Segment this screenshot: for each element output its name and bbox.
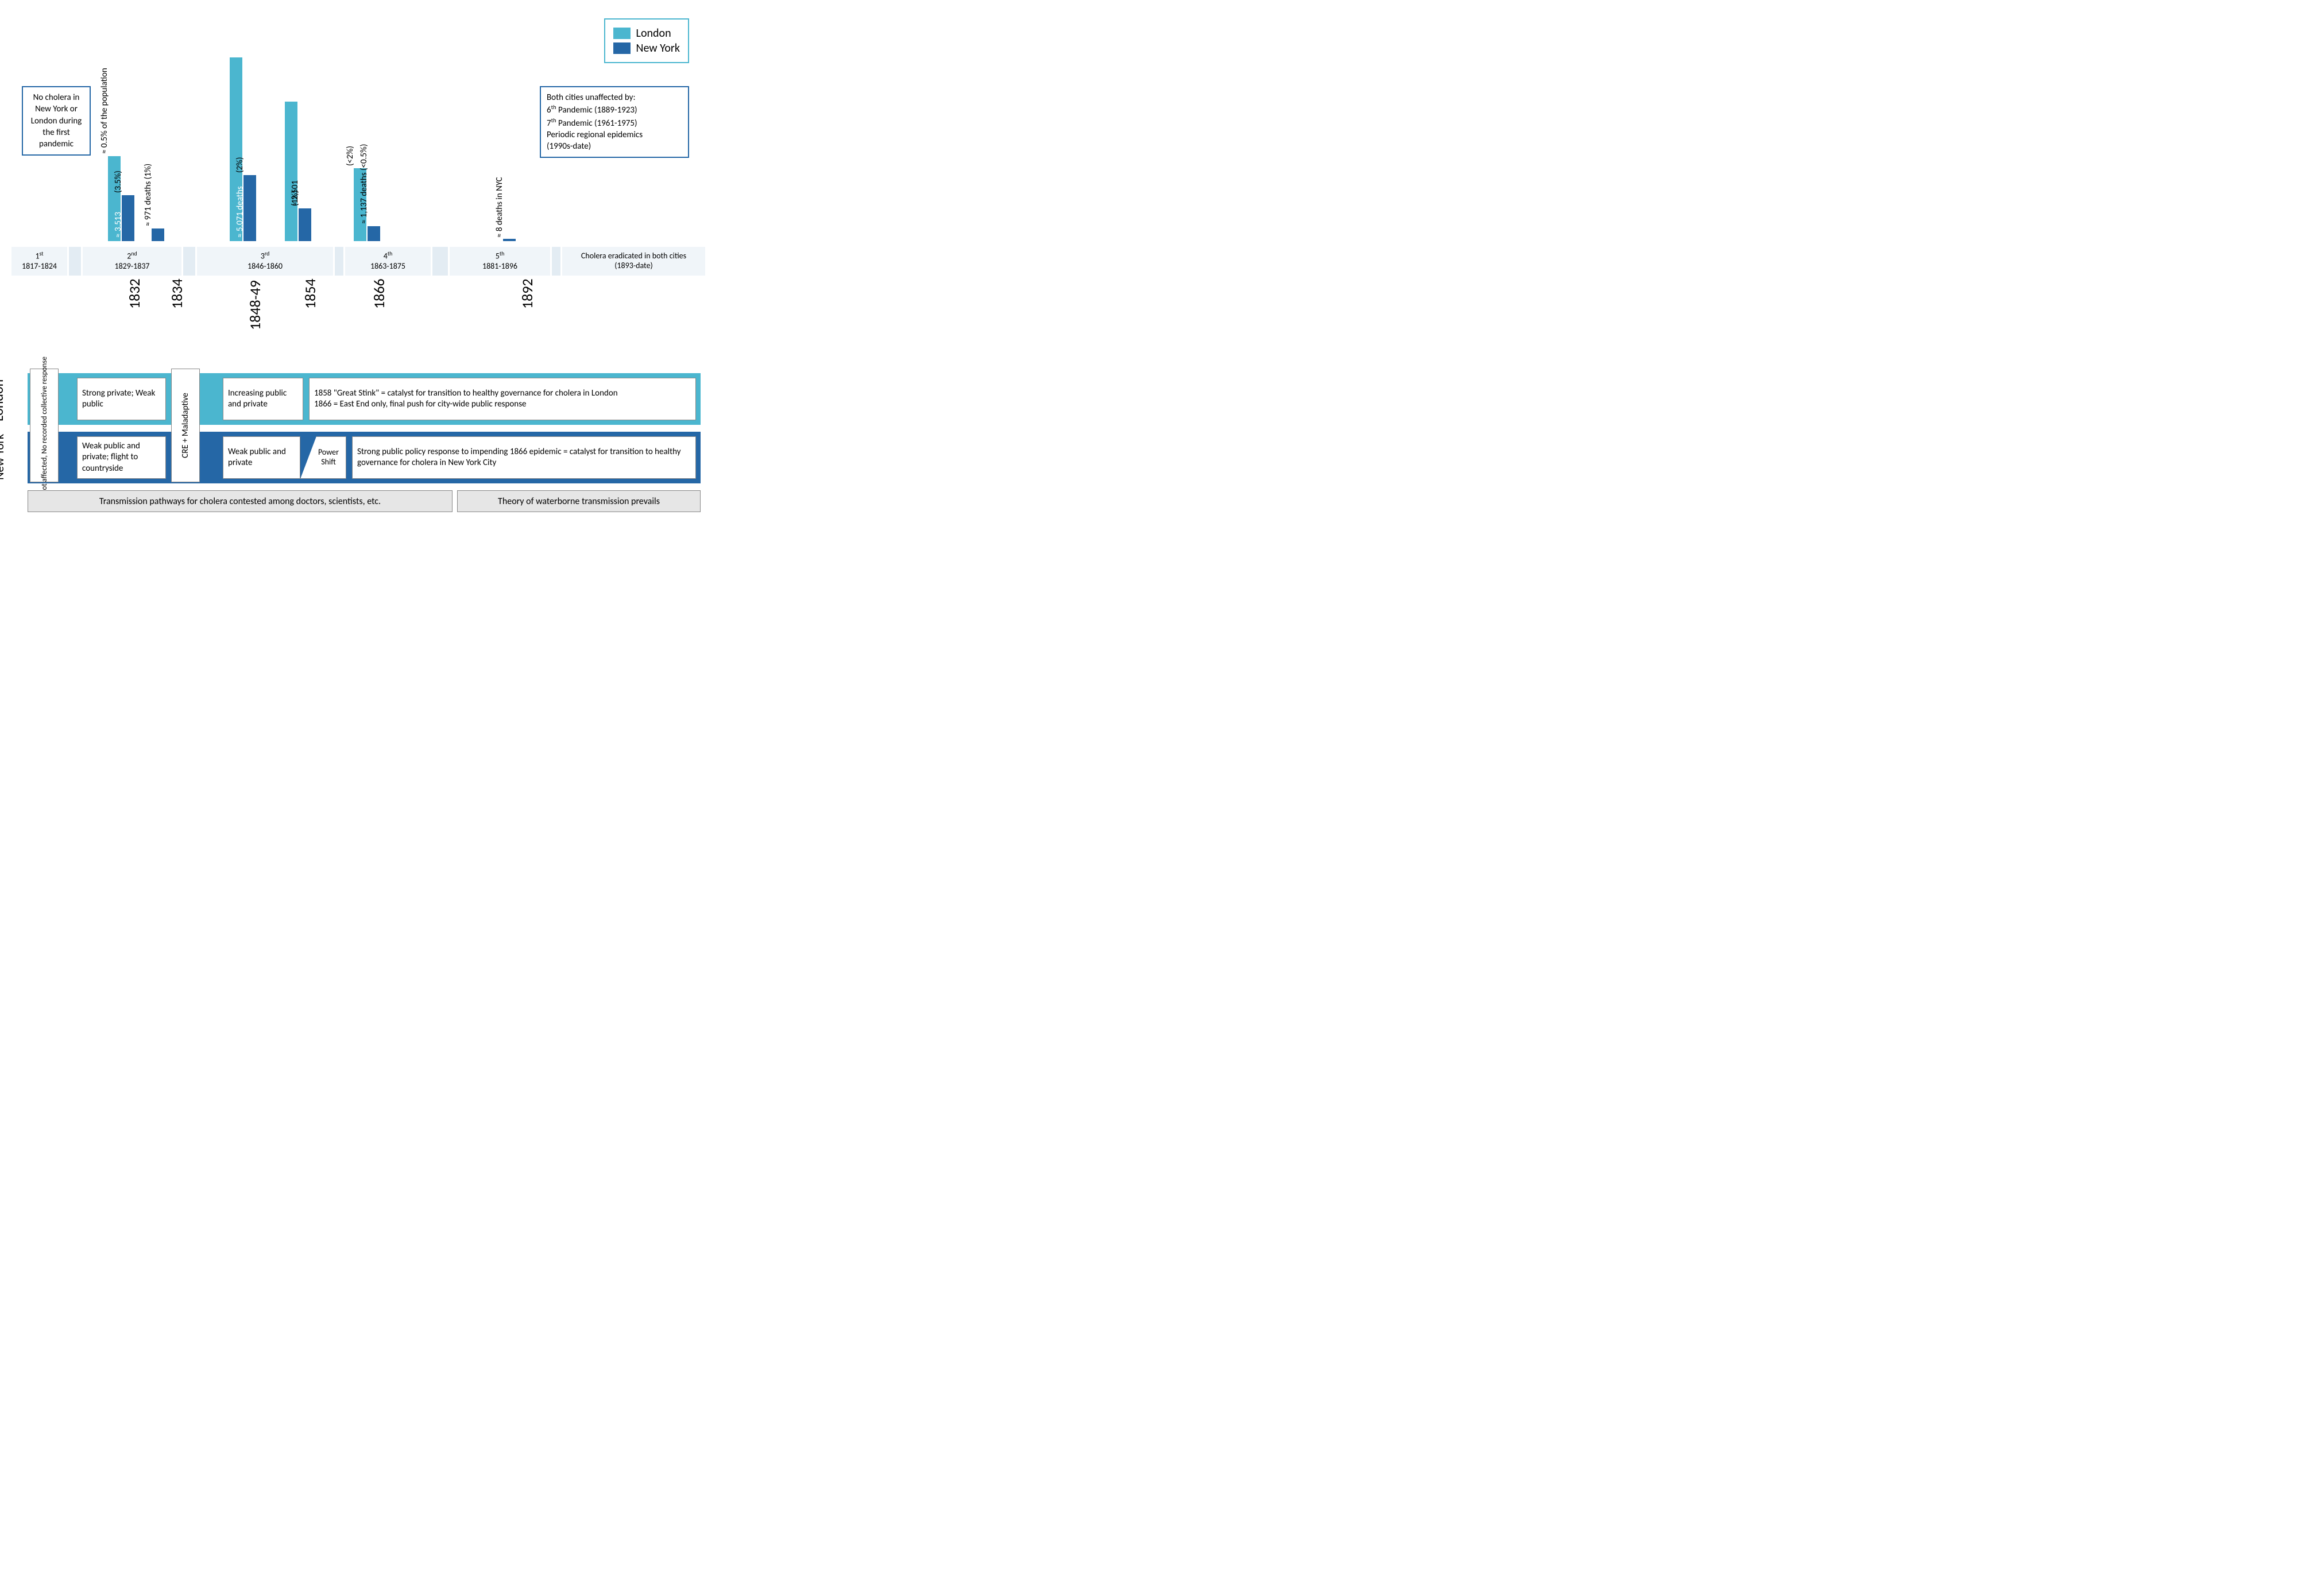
timeline-segment: Cholera eradicated in both cities(1893-d… [562, 247, 707, 276]
not-affected-text: Not affected, No recorded collective res… [40, 357, 49, 495]
bar-pct-label: (3.5%) [113, 171, 123, 193]
city-label-london: London [0, 379, 7, 421]
year-label: 1834 [168, 278, 186, 309]
timeline-axis: 1st1817-1824 2nd1829-1837 3rd1846-1860 4th1… [11, 247, 701, 276]
year-label: 1866 [370, 278, 388, 309]
timeline-segment: 5th1881-1896 [450, 247, 552, 276]
timeline-segment: 2nd1829-1837 [83, 247, 183, 276]
ny-box-1: Weak public and private; flight to count… [77, 436, 166, 479]
ny-power-shift: Power Shift [300, 436, 346, 479]
bar-label: ≈ 5,596 deaths [345, 186, 355, 238]
london-track: Strong private; Weak public Increasing p… [28, 373, 701, 425]
year-label: 1848-49 [246, 280, 264, 330]
bar: ≈ 10,738 deaths (<0.5%) [285, 102, 297, 241]
year-label: 1832 [125, 278, 144, 309]
bar: ≈ 2,501(1%) [299, 208, 311, 241]
year-label: 1892 [518, 278, 536, 309]
bar-pct-label: (1%) [290, 191, 300, 206]
not-affected-box: Not affected, No recorded collective res… [30, 369, 59, 482]
newyork-row: New York Weak public and private; flight… [11, 432, 701, 483]
timeline-segment: 3rd1846-1860 [197, 247, 335, 276]
london-row: London Strong private; Weak public Incre… [11, 373, 701, 425]
london-box-3: 1858 "Great Stink" = catalyst for transi… [309, 378, 696, 420]
timeline-gap [183, 247, 197, 276]
bar-label: ≈ 8 deaths in NYC [494, 177, 505, 238]
response-section: London Strong private; Weak public Incre… [11, 373, 701, 512]
bar-pct-label: (2%) [235, 157, 245, 173]
transmission-waterborne: Theory of waterborne transmission prevai… [457, 490, 701, 512]
bar-label: ≈ 6,536 deaths [99, 186, 110, 238]
chart-area: No cholera in New York or London during … [11, 11, 701, 276]
timeline-gap [69, 247, 83, 276]
year-labels: 183218341848-49185418661892 [11, 276, 701, 321]
london-box-2: Increasing public and private [223, 378, 303, 420]
timeline-gap [432, 247, 450, 276]
legend-label-london: London [636, 26, 671, 40]
transmission-contested: Transmission pathways for cholera contes… [28, 490, 453, 512]
bar: ≈ 8 deaths in NYC [503, 239, 516, 241]
bar-label: ≈ 10,738 deaths (<0.5%) [276, 153, 287, 238]
london-box-1: Strong private; Weak public [77, 378, 166, 420]
bar: ≈ 5,071 deaths(2%) [243, 175, 256, 241]
legend-swatch-london [613, 28, 631, 39]
newyork-track: Weak public and private; flight to count… [28, 432, 701, 483]
bar-top-label: ≈ 0.5% of the population [99, 68, 110, 154]
year-label: 1854 [301, 278, 319, 309]
bar: ≈ 1,137 deaths (<0.5%) [368, 226, 380, 241]
city-label-newyork: New York [0, 434, 7, 480]
bar-label: ≈ 14,137 deaths (0.5%) [221, 158, 231, 238]
bar-label: ≈ 3,513 [113, 212, 123, 238]
bar-label: ≈ 1,137 deaths (<0.5%) [359, 144, 369, 224]
bar: ≈ 971 deaths (1%) [152, 228, 164, 241]
bar-label: ≈ 5,071 deaths [235, 186, 245, 238]
power-shift-label: Power Shift [311, 448, 346, 467]
cre-box: CRE + Maladaptive [171, 369, 200, 482]
bar: ≈ 3,513(3.5%) [122, 195, 134, 241]
transmission-track: Transmission pathways for cholera contes… [28, 490, 701, 512]
bars-container: ≈ 6,536 deaths ≈ 0.5% of the population ≈ … [11, 46, 701, 241]
timeline-segment: 1st1817-1824 [11, 247, 69, 276]
ny-box-3: Strong public policy response to impendi… [352, 436, 696, 479]
timeline-segment: 4th1863-1875 [345, 247, 432, 276]
timeline-gap [335, 247, 345, 276]
bar-label: ≈ 971 deaths (1%) [143, 164, 153, 226]
cre-text: CRE + Maladaptive [180, 393, 191, 458]
timeline-gap [552, 247, 562, 276]
ny-box-2: Weak public and private [223, 436, 300, 479]
bar-pct-label: (<2%) [345, 146, 355, 166]
